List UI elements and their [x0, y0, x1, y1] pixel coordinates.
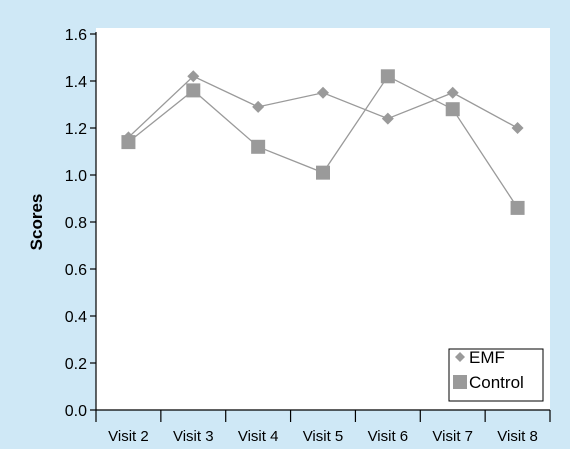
- data-point-control: [510, 200, 525, 215]
- y-tick-label: 0.0: [65, 403, 87, 420]
- axes: 0.0 0.2 0.4 0.6 0.8 1.0 1.2 1.4 1.6 Visit 2 Visit …: [65, 27, 551, 445]
- legend-label: Control: [469, 373, 524, 392]
- data-point-emf: [381, 112, 394, 125]
- legend-diamond-icon: [455, 352, 465, 362]
- data-point-control: [380, 69, 395, 84]
- legend-label: EMF: [469, 348, 505, 367]
- legend-square-icon: [453, 375, 467, 389]
- series-markers: [121, 69, 525, 215]
- legend-items: EMF Control: [453, 348, 524, 392]
- x-tick-label: Visit 2: [108, 428, 149, 445]
- data-point-control: [121, 135, 136, 150]
- x-tick-label: Visit 5: [303, 428, 344, 445]
- data-point-control: [251, 139, 266, 154]
- data-point-control: [445, 102, 460, 117]
- x-tick-label: Visit 6: [368, 428, 409, 445]
- y-tick-label: 1.6: [65, 27, 87, 44]
- x-tick-label: Visit 7: [432, 428, 473, 445]
- y-tick-label: 0.6: [65, 262, 87, 279]
- y-tick-label: 0.2: [65, 356, 87, 373]
- y-tick-label: 0.8: [65, 215, 87, 232]
- data-point-control: [186, 83, 201, 98]
- y-tick-label: 1.4: [65, 74, 87, 91]
- data-point-emf: [187, 70, 200, 83]
- x-tick-label: Visit 3: [173, 428, 214, 445]
- legend: EMF Control: [448, 348, 544, 402]
- x-tick-label: Visit 8: [497, 428, 538, 445]
- y-axis-title: Scores: [27, 194, 46, 251]
- data-point-emf: [252, 100, 265, 113]
- x-tick-label: Visit 4: [238, 428, 279, 445]
- y-tick-label: 1.2: [65, 121, 87, 138]
- y-tick-label: 0.4: [65, 309, 87, 326]
- y-tick-label: 1.0: [65, 168, 87, 185]
- data-point-emf: [317, 86, 329, 99]
- data-point-control: [316, 165, 330, 180]
- data-point-emf: [511, 122, 524, 134]
- data-point-emf: [446, 86, 459, 99]
